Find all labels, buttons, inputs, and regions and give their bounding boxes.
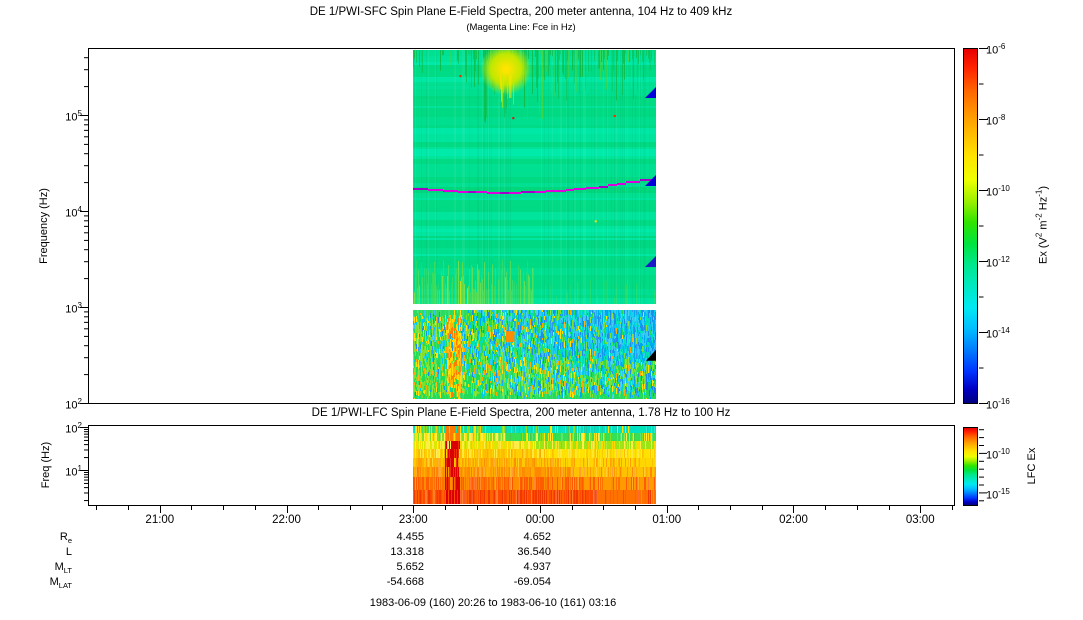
hour-tick-label: 01:00 [652,514,682,526]
lfc-ytick-label: 102 [65,421,82,436]
sfc-ytick-label: 105 [65,109,82,124]
orbit-value: 4.455 [396,531,424,543]
hour-tick-label: 00:00 [525,514,555,526]
hour-tick-label: 22:00 [272,514,301,526]
orbit-row-label: L [65,546,72,558]
sfc-colorbar-tick-label: 10-16 [986,397,1010,412]
sfc-subtitle: (Magenta Line: Fce in Hz) [466,22,576,33]
lfc-ytick-label: 101 [65,464,82,479]
orbit-row-label: MLAT [49,576,72,591]
orbit-value: 4.652 [523,531,551,543]
orbit-value: 36.540 [517,546,551,558]
orbit-value: -69.054 [513,576,551,588]
sfc-y-axis-label: Frequency (Hz) [38,188,50,264]
lfc-colorbar-tick-label: 10-15 [986,487,1010,502]
sfc-ytick-label: 102 [65,397,82,412]
orbit-value: -54.668 [386,576,424,588]
sfc-colorbar-label: Ex (V2 m-2 Hz-1) [1034,185,1050,265]
orbit-value: 4.937 [523,561,551,573]
hour-tick-label: 02:00 [779,514,808,526]
sfc-ytick-label: 104 [65,205,82,220]
sfc-ytick-label: 103 [65,301,82,316]
sfc-colorbar [963,48,978,404]
footer-date-range: 1983-06-09 (160) 20:26 to 1983-06-10 (16… [369,597,617,609]
orbit-value: 13.318 [390,546,424,558]
sfc-colorbar-tick-label: 10-14 [986,326,1010,341]
orbit-value: 5.652 [396,561,424,573]
sfc-colorbar-tick-label: 10-6 [986,42,1006,57]
sfc-spectrogram-upper-band [413,50,656,304]
sfc-colorbar-tick-label: 10-12 [986,255,1010,270]
sfc-colorbar-tick-label: 10-10 [986,184,1010,199]
orbit-row-label: MLT [54,561,72,576]
hour-tick-label: 23:00 [398,514,428,526]
hour-tick-label: 03:00 [905,514,935,526]
sfc-title: DE 1/PWI-SFC Spin Plane E-Field Spectra,… [309,6,733,18]
lfc-title: DE 1/PWI-LFC Spin Plane E-Field Spectra,… [311,407,731,419]
lfc-spectrogram [413,426,656,504]
orbit-row-label: Re [59,531,72,546]
lfc-colorbar-tick-label: 10-10 [986,447,1010,462]
hour-tick-label: 21:00 [145,514,175,526]
sfc-spectrogram-lower-band [413,310,656,399]
sfc-colorbar-tick-label: 10-8 [986,113,1006,128]
lfc-colorbar [963,427,978,506]
